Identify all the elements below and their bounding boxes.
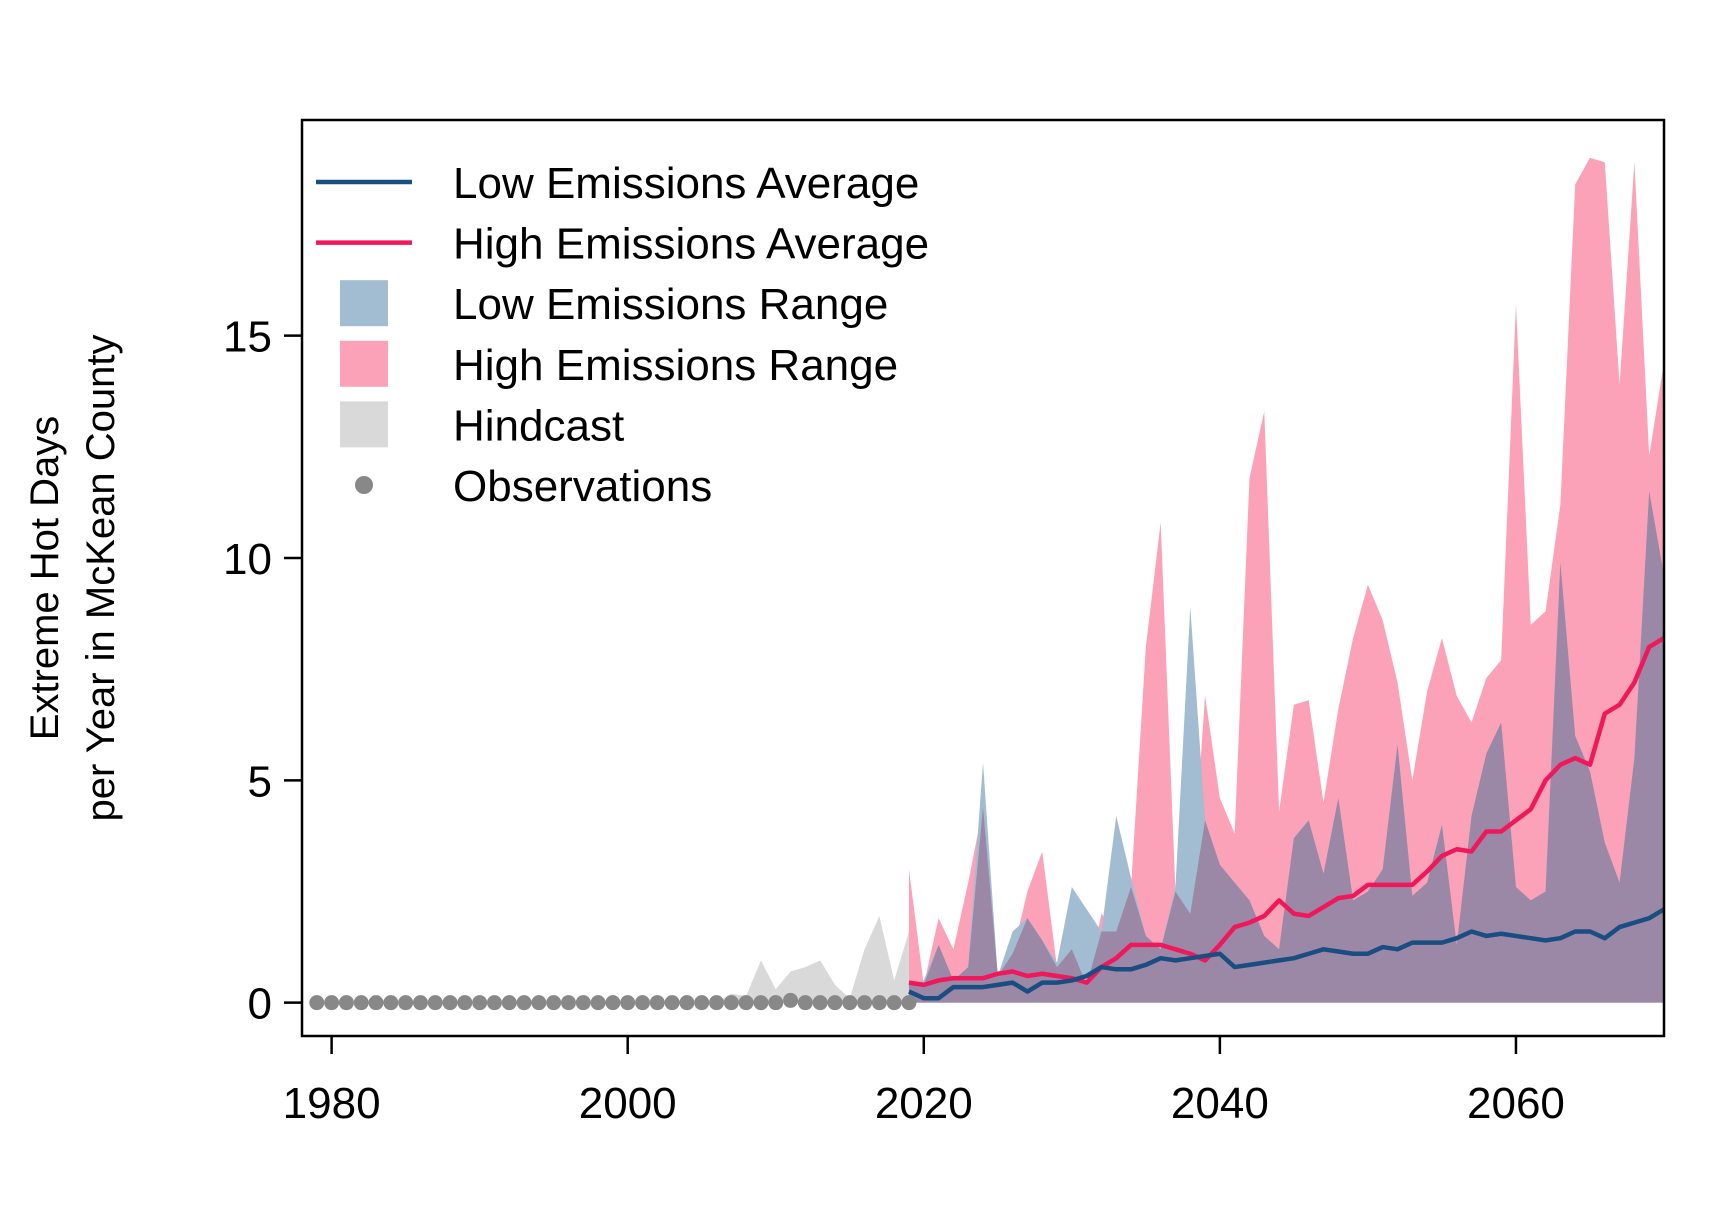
observation-point bbox=[783, 992, 799, 1008]
plot-frame bbox=[300, 118, 1666, 1038]
legend-label: Observations bbox=[453, 462, 712, 511]
y-tick-label: 15 bbox=[223, 313, 272, 362]
observation-point bbox=[516, 995, 532, 1011]
observation-point bbox=[398, 995, 414, 1011]
legend-label: Low Emissions Average bbox=[453, 159, 919, 208]
observation-point bbox=[709, 995, 725, 1011]
low-emissions-average-line bbox=[908, 907, 1664, 1001]
x-tick-label: 2000 bbox=[579, 1079, 677, 1128]
observation-point bbox=[679, 995, 695, 1011]
y-axis-title-line: per Year in McKean County bbox=[79, 335, 123, 822]
observation-point bbox=[768, 995, 784, 1011]
legend-item: Observations bbox=[355, 462, 712, 511]
observation-point bbox=[575, 995, 591, 1011]
legend-item: Low Emissions Average bbox=[316, 159, 919, 208]
observation-point bbox=[383, 995, 399, 1011]
legend-point-swatch bbox=[355, 476, 373, 494]
hindcast-area bbox=[716, 915, 909, 1003]
observation-point bbox=[753, 995, 769, 1011]
legend-item: High Emissions Range bbox=[340, 340, 898, 390]
range-overlap-area bbox=[908, 491, 1664, 1003]
observation-point bbox=[797, 995, 813, 1011]
high-emissions-average-line bbox=[908, 636, 1664, 988]
plot-area bbox=[309, 157, 1664, 1011]
observation-point bbox=[427, 995, 443, 1011]
legend-label: High Emissions Average bbox=[453, 220, 929, 269]
observation-point bbox=[309, 995, 325, 1011]
observation-point bbox=[353, 995, 369, 1011]
observation-point bbox=[472, 995, 488, 1011]
observation-point bbox=[886, 995, 902, 1011]
legend-item: High Emissions Average bbox=[316, 220, 929, 269]
y-tick-label: 10 bbox=[223, 535, 272, 584]
legend-item: Low Emissions Range bbox=[340, 280, 888, 329]
observation-point bbox=[501, 995, 517, 1011]
x-tick-label: 2060 bbox=[1467, 1079, 1565, 1128]
observation-point bbox=[723, 995, 739, 1011]
observation-point bbox=[531, 995, 547, 1011]
legend: Low Emissions Average High Emissions Aver… bbox=[316, 159, 929, 511]
legend-item: Hindcast bbox=[340, 401, 624, 450]
observation-point bbox=[605, 995, 621, 1011]
observation-point bbox=[664, 995, 680, 1011]
legend-box-swatch bbox=[340, 401, 388, 448]
observation-point bbox=[412, 995, 428, 1011]
y-tick-label: 5 bbox=[248, 757, 272, 806]
x-tick-label: 1980 bbox=[283, 1079, 381, 1128]
observation-point bbox=[842, 995, 858, 1011]
observation-point bbox=[368, 995, 384, 1011]
observation-point bbox=[590, 995, 606, 1011]
observation-point bbox=[620, 995, 636, 1011]
legend-label: Hindcast bbox=[453, 401, 624, 450]
axes: 1980 2000 2020 2040 2060 0 5 10 15 bbox=[223, 118, 1666, 1128]
observation-point bbox=[694, 995, 710, 1011]
x-tick-label: 2040 bbox=[1171, 1079, 1269, 1128]
observation-point bbox=[546, 995, 562, 1011]
observation-point bbox=[338, 995, 354, 1011]
observation-point bbox=[486, 995, 502, 1011]
legend-label: High Emissions Range bbox=[453, 341, 898, 390]
observation-point bbox=[901, 995, 917, 1011]
x-tick-label: 2020 bbox=[875, 1079, 973, 1128]
y-axis-title: Extreme Hot Days per Year in McKean Count… bbox=[23, 335, 123, 822]
observation-point bbox=[812, 995, 828, 1011]
legend-box-swatch bbox=[340, 280, 388, 327]
observation-point bbox=[738, 995, 754, 1011]
observation-point bbox=[827, 995, 843, 1011]
observation-point bbox=[442, 995, 458, 1011]
high-emissions-range-area bbox=[908, 157, 1664, 1003]
observation-point bbox=[324, 995, 340, 1011]
y-tick-label: 0 bbox=[248, 980, 272, 1029]
observation-point bbox=[635, 995, 650, 1011]
y-axis-title-line: Extreme Hot Days bbox=[23, 416, 67, 741]
observation-point bbox=[457, 995, 473, 1011]
observation-point bbox=[649, 995, 665, 1011]
legend-box-swatch bbox=[340, 340, 388, 387]
legend-label: Low Emissions Range bbox=[453, 280, 888, 329]
observation-point bbox=[560, 995, 576, 1011]
observation-point bbox=[857, 995, 873, 1011]
observation-point bbox=[871, 995, 887, 1011]
